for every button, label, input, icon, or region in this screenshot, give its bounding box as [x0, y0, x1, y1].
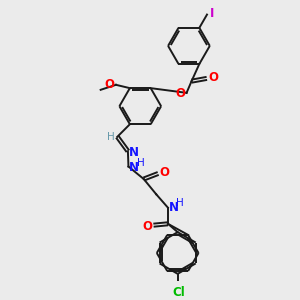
- Text: N: N: [128, 146, 139, 159]
- Text: O: O: [208, 71, 218, 84]
- Text: H: H: [107, 132, 115, 142]
- Text: H: H: [176, 199, 184, 208]
- Text: H: H: [137, 158, 145, 168]
- Text: Cl: Cl: [173, 286, 185, 299]
- Text: N: N: [169, 201, 178, 214]
- Text: O: O: [159, 166, 169, 178]
- Text: N: N: [129, 161, 139, 174]
- Text: O: O: [142, 220, 152, 233]
- Text: I: I: [210, 7, 214, 20]
- Text: O: O: [176, 87, 185, 100]
- Text: O: O: [105, 78, 115, 91]
